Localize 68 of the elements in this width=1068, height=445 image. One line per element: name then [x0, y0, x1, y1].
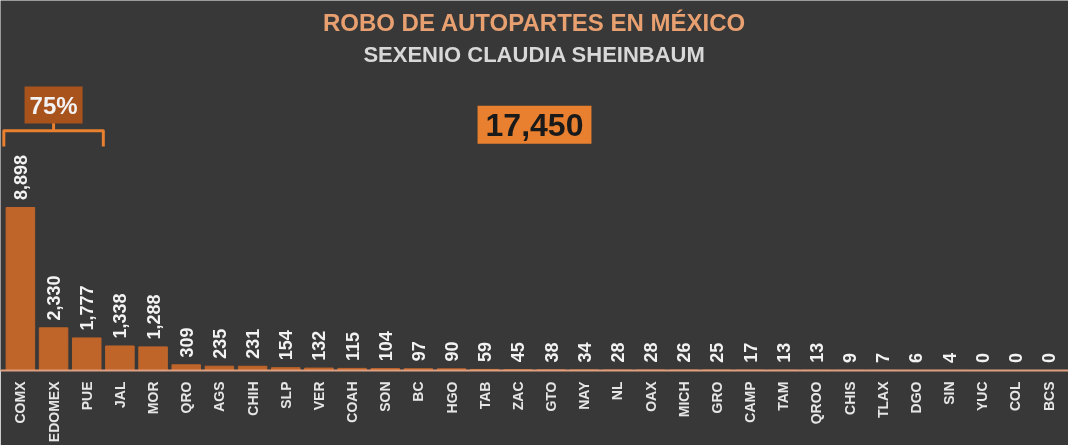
- data-label: 0: [1005, 353, 1026, 364]
- text: 75%: [29, 91, 78, 119]
- x-tick-label: MICH: [675, 381, 692, 418]
- x-tick-label: TAB: [476, 381, 493, 410]
- x-tick-label: CHIH: [244, 381, 261, 416]
- x-tick-label: MOR: [145, 381, 162, 415]
- x-tick-label: TLAX: [874, 380, 891, 419]
- data-label: 28: [641, 342, 662, 363]
- data-label: 59: [475, 341, 496, 363]
- data-label: 25: [707, 342, 728, 363]
- chart-title: ROBO DE AUTOPARTES EN MÉXICO: [322, 8, 746, 36]
- x-tick-label: YUC: [974, 381, 991, 412]
- x-tick-label: EDOMEX: [45, 380, 62, 443]
- x-tick-label: BCS: [1040, 381, 1057, 412]
- data-label: 104: [375, 331, 396, 362]
- x-tick-label: CAMP: [742, 381, 759, 423]
- x-tick-label: TAM: [775, 381, 792, 411]
- x-tick-label: BC: [410, 381, 427, 402]
- data-label: 231: [243, 328, 264, 359]
- data-label: 1,777: [77, 285, 98, 331]
- data-label: 8,898: [10, 155, 31, 201]
- x-tick-label: GTO: [543, 381, 560, 412]
- data-label: 115: [342, 331, 363, 361]
- data-label: 7: [873, 352, 894, 363]
- x-tick-label: QRO: [178, 381, 195, 414]
- chart-subtitle: SEXENIO CLAUDIA SHEINBAUM: [363, 42, 705, 68]
- data-label: 90: [442, 341, 463, 362]
- text: 17,450: [485, 106, 584, 143]
- data-label: 132: [309, 330, 330, 361]
- x-tick-label: VER: [310, 381, 327, 411]
- x-tick-label: AGS: [211, 381, 228, 412]
- x-tick-label: COAH: [344, 381, 361, 423]
- data-label: 154: [276, 330, 297, 361]
- data-label: 34: [574, 342, 595, 363]
- data-label: 17: [740, 342, 761, 363]
- x-tick-label: SLP: [277, 381, 294, 409]
- x-tick-label: SIN: [941, 381, 958, 405]
- x-tick-label: PUE: [78, 381, 95, 411]
- data-label: 309: [176, 327, 197, 358]
- data-label: 45: [508, 342, 529, 363]
- x-tick-label: COMX: [12, 380, 29, 424]
- x-tick-label: DGO: [907, 381, 924, 414]
- data-label: 13: [806, 342, 827, 363]
- data-label: 28: [607, 342, 628, 363]
- x-tick-label: NAY: [576, 380, 593, 410]
- data-label: 13: [773, 342, 794, 363]
- data-label: 1,288: [143, 294, 164, 340]
- data-label: 0: [972, 353, 993, 364]
- data-label: 235: [209, 328, 230, 359]
- data-label: 0: [1039, 353, 1060, 364]
- data-label: 2,330: [44, 275, 65, 321]
- x-tick-label: COL: [1007, 381, 1024, 412]
- x-tick-label: GRO: [708, 381, 725, 414]
- data-label: 6: [906, 352, 927, 363]
- data-label: 9: [840, 352, 861, 363]
- x-tick-label: NL: [609, 381, 626, 401]
- x-tick-label: SON: [377, 381, 394, 412]
- data-label: 4: [939, 353, 960, 364]
- data-label: 1,338: [110, 293, 131, 339]
- data-label: 26: [674, 342, 695, 363]
- data-label: 38: [541, 342, 562, 363]
- x-tick-label: HGO: [443, 381, 460, 414]
- x-tick-label: CHIS: [841, 381, 858, 415]
- data-label: 97: [408, 341, 429, 362]
- x-tick-label: ZAC: [509, 381, 526, 411]
- x-tick-label: JAL: [111, 381, 128, 408]
- x-tick-label: QROO: [808, 381, 825, 425]
- x-tick-label: OAX: [642, 380, 659, 412]
